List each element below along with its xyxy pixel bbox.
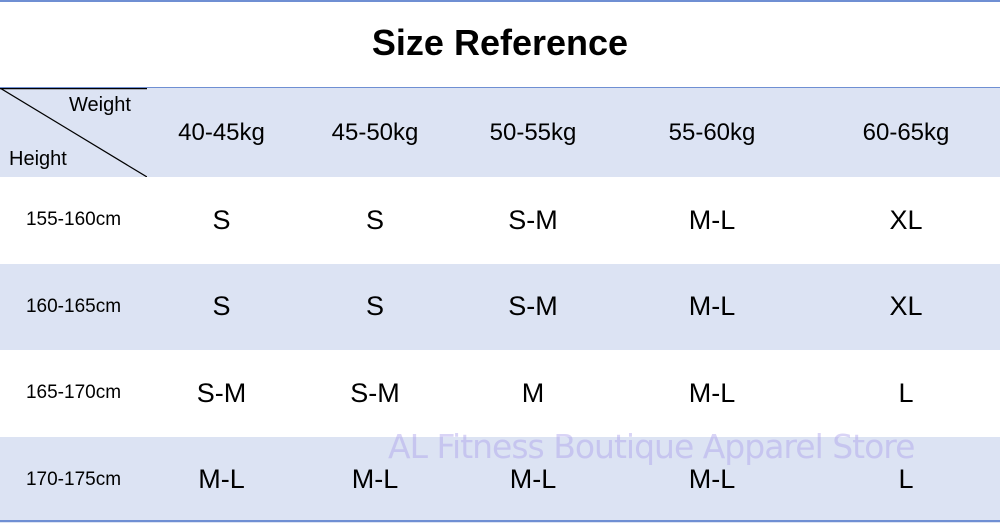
row-header: 155-160cm bbox=[25, 209, 122, 231]
height-label: Height bbox=[9, 148, 67, 170]
size-cell: S-M bbox=[350, 377, 400, 408]
weight-label: Weight bbox=[69, 94, 131, 116]
corner-cell: Weight Height bbox=[0, 88, 147, 177]
row-header: 170-175cm bbox=[25, 468, 122, 490]
column-header: 60-65kg bbox=[862, 118, 950, 146]
size-cell: S-M bbox=[508, 291, 558, 322]
size-cell: M-L bbox=[509, 464, 557, 495]
watermark: AL Fitness Boutique Apparel Store bbox=[388, 427, 915, 466]
column-header: 55-60kg bbox=[668, 118, 756, 146]
row-header: 160-165cm bbox=[25, 295, 122, 317]
size-cell: M-L bbox=[198, 464, 245, 495]
size-cell: S bbox=[212, 204, 231, 235]
table-row: 170-175cm M-L M-L M-L M-L L bbox=[0, 436, 1000, 523]
size-cell: M bbox=[521, 377, 545, 408]
diagonal-divider bbox=[0, 88, 147, 177]
size-cell: M-L bbox=[688, 291, 736, 322]
table-row: 155-160cm S S S-M M-L XL bbox=[0, 177, 1000, 264]
size-cell: M-L bbox=[351, 464, 399, 495]
size-cell: S-M bbox=[196, 377, 247, 408]
table-row: 160-165cm S S S-M M-L XL bbox=[0, 263, 1000, 350]
size-cell: XL bbox=[889, 204, 923, 235]
size-cell: S-M bbox=[508, 204, 558, 235]
size-cell: S bbox=[365, 204, 384, 235]
size-cell: M-L bbox=[688, 377, 736, 408]
column-header: 40-45kg bbox=[178, 118, 265, 146]
size-cell: S bbox=[212, 291, 231, 322]
size-table: Weight Height 40-45kg 45-50kg 50-55kg 55… bbox=[0, 87, 1000, 523]
size-cell: S bbox=[365, 291, 384, 322]
size-cell: L bbox=[898, 464, 914, 495]
size-cell: M-L bbox=[688, 204, 736, 235]
page-title: Size Reference bbox=[371, 22, 629, 63]
column-header: 45-50kg bbox=[331, 118, 419, 146]
header-row: Weight Height 40-45kg 45-50kg 50-55kg 55… bbox=[0, 87, 1000, 177]
row-header: 165-170cm bbox=[25, 382, 122, 404]
size-cell: XL bbox=[889, 291, 923, 322]
column-header: 50-55kg bbox=[489, 118, 577, 146]
size-cell: L bbox=[898, 377, 914, 408]
bottom-rule bbox=[0, 520, 1000, 522]
top-rule bbox=[0, 0, 1000, 2]
size-cell: M-L bbox=[688, 464, 736, 495]
table-row: 165-170cm S-M S-M M M-L L bbox=[0, 350, 1000, 437]
